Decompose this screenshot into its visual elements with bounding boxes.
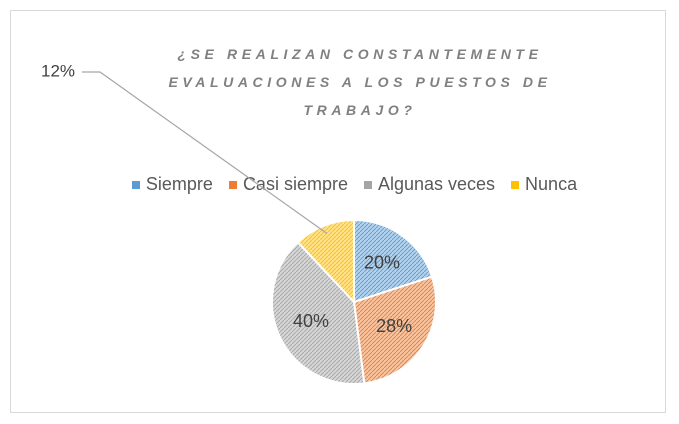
legend-item: Algunas veces <box>363 174 496 195</box>
legend-label: Casi siempre <box>242 174 348 194</box>
legend-swatch <box>511 180 520 189</box>
data-label: 40% <box>293 311 329 331</box>
legend-label: Nunca <box>525 174 578 194</box>
legend-swatch <box>131 180 140 189</box>
pie-slice <box>352 275 437 385</box>
legend-swatch <box>363 180 372 189</box>
pie-slice <box>353 218 434 304</box>
data-label: 20% <box>364 252 400 272</box>
legend-item: Nunca <box>511 174 577 195</box>
legend-label: Siempre <box>145 174 213 194</box>
legend-label: Algunas veces <box>377 174 496 194</box>
legend-item: Casi siempre <box>228 174 348 195</box>
pie-slice <box>296 218 355 305</box>
chart-frame <box>10 10 666 413</box>
legend-item: Siempre <box>131 174 213 195</box>
data-label: 28% <box>376 316 412 336</box>
legend-swatch <box>228 180 237 189</box>
legend: Siempre Casi siempre Algunas veces Nunca <box>0 174 679 195</box>
chart-title: ¿SE REALIZAN CONSTANTEMENTE EVALUACIONES… <box>168 46 552 118</box>
pie-slice <box>271 240 366 385</box>
data-label: 12% <box>41 61 75 80</box>
leader-line <box>82 71 328 234</box>
